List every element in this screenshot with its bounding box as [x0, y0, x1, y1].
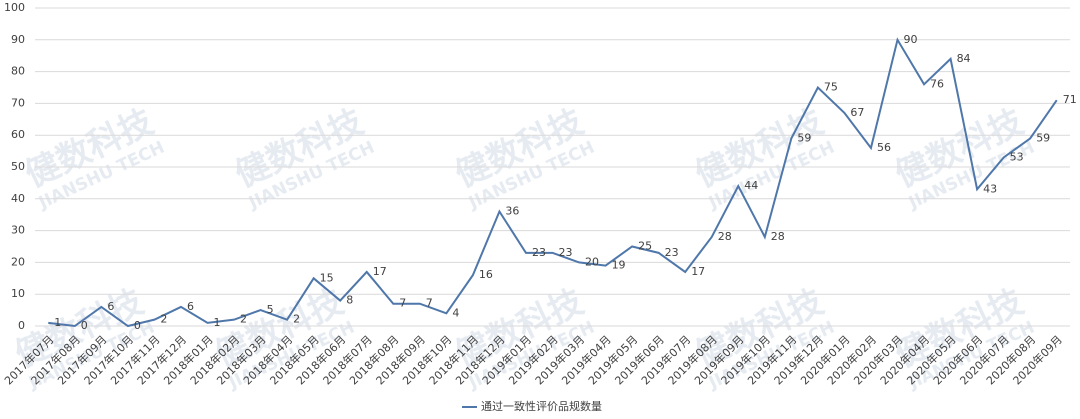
y-tick-label: 80 [11, 65, 25, 78]
data-label: 43 [983, 182, 997, 195]
y-tick-label: 50 [11, 160, 25, 173]
data-label: 23 [665, 246, 679, 259]
data-label: 44 [744, 179, 758, 192]
y-tick-label: 60 [11, 128, 25, 141]
y-tick-label: 90 [11, 33, 25, 46]
data-label: 71 [1063, 93, 1077, 106]
data-label: 0 [134, 319, 141, 332]
data-label: 76 [930, 77, 944, 90]
data-label: 17 [691, 265, 705, 278]
y-tick-label: 70 [11, 96, 25, 109]
data-label: 23 [532, 246, 546, 259]
data-label: 59 [1036, 131, 1050, 144]
y-tick-label: 10 [11, 287, 25, 300]
data-label: 67 [850, 106, 864, 119]
data-label: 53 [1010, 150, 1024, 163]
data-label: 5 [267, 303, 274, 316]
data-label: 2 [160, 313, 167, 326]
data-label: 56 [877, 141, 891, 154]
data-label: 20 [585, 255, 599, 268]
data-label: 7 [399, 297, 406, 310]
data-label: 59 [797, 131, 811, 144]
data-label: 1 [54, 316, 61, 329]
data-label: 84 [957, 52, 971, 65]
y-tick-label: 30 [11, 224, 25, 237]
data-label: 25 [638, 240, 652, 253]
data-label: 36 [505, 205, 519, 218]
data-label: 6 [107, 300, 114, 313]
y-tick-label: 20 [11, 255, 25, 268]
data-label: 0 [81, 319, 88, 332]
line [48, 37, 1058, 328]
data-label: 2 [293, 313, 300, 326]
data-label: 4 [452, 306, 459, 319]
data-label: 28 [718, 230, 732, 243]
data-label: 16 [479, 268, 493, 281]
legend-label: 通过一致性评价品规数量 [481, 399, 602, 413]
y-tick-label: 40 [11, 192, 25, 205]
y-tick-label: 100 [4, 1, 25, 14]
data-label: 7 [426, 297, 433, 310]
data-label: 23 [559, 246, 573, 259]
data-label: 19 [612, 259, 626, 272]
data-label: 8 [346, 294, 353, 307]
data-label: 1 [214, 316, 221, 329]
data-label: 75 [824, 81, 838, 94]
data-label: 6 [187, 300, 194, 313]
data-label: 2 [240, 313, 247, 326]
y-tick-label: 0 [18, 319, 25, 332]
data-label: 28 [771, 230, 785, 243]
data-label: 90 [904, 33, 918, 46]
data-label: 15 [320, 271, 334, 284]
data-label: 17 [373, 265, 387, 278]
